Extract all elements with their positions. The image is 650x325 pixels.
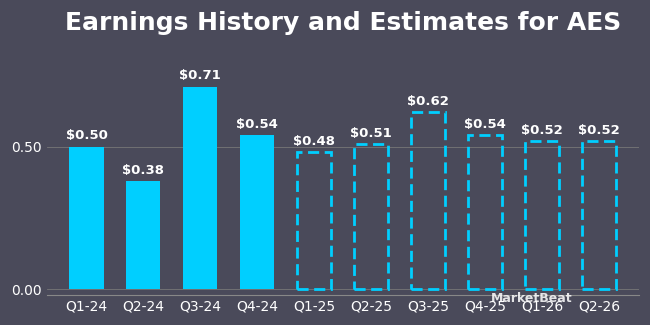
Bar	[70, 147, 103, 289]
Bar	[297, 152, 332, 289]
Bar	[183, 87, 218, 289]
Text: $0.38: $0.38	[122, 163, 164, 176]
Text: MarketBeat: MarketBeat	[490, 292, 572, 306]
Title: Earnings History and Estimates for AES: Earnings History and Estimates for AES	[64, 11, 621, 35]
Text: $0.62: $0.62	[408, 95, 449, 108]
Text: $0.50: $0.50	[66, 129, 107, 142]
Bar	[582, 141, 616, 289]
Bar	[468, 135, 502, 289]
Text: $0.71: $0.71	[179, 70, 221, 83]
Bar	[411, 112, 445, 289]
Bar	[126, 181, 161, 289]
Text: $0.54: $0.54	[237, 118, 278, 131]
Text: $0.52: $0.52	[521, 124, 563, 136]
Text: $0.48: $0.48	[293, 135, 335, 148]
Bar	[240, 135, 274, 289]
Text: $0.52: $0.52	[578, 124, 620, 136]
Text: $0.51: $0.51	[350, 126, 392, 139]
Bar	[525, 141, 559, 289]
Text: $0.54: $0.54	[464, 118, 506, 131]
Bar	[354, 144, 388, 289]
